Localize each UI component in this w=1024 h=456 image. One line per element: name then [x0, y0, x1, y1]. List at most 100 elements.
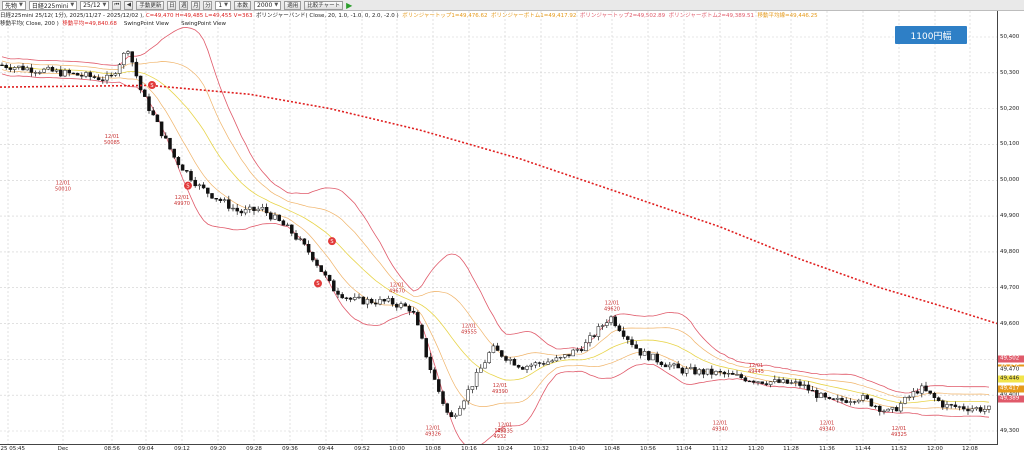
candle-body: [315, 259, 319, 266]
price-chart[interactable]: 12/015008512/015001012/014997012/0149670…: [0, 11, 997, 444]
candle-body: [563, 354, 567, 358]
candle-body: [630, 339, 634, 345]
swing-date-label: 12/01: [493, 383, 507, 389]
swing-price-label: 49670: [389, 288, 405, 294]
candle-body: [264, 207, 269, 214]
candle-body: [33, 72, 38, 74]
candle-body: [458, 408, 462, 416]
candle-body: [659, 361, 664, 366]
time-axis-label: Dec: [57, 446, 69, 452]
interval-input[interactable]: 1 ▼: [215, 0, 232, 10]
bar-count-input[interactable]: 2000 ▼: [254, 0, 282, 10]
candle-body: [701, 369, 706, 375]
candle-body: [928, 390, 932, 394]
price-axis-label: 49,600: [1000, 320, 1020, 327]
candle-body: [172, 148, 176, 158]
candle-body: [491, 345, 496, 353]
candle-body: [810, 390, 815, 392]
candle-body: [180, 164, 185, 171]
candle-body: [760, 381, 764, 384]
candle-body: [80, 75, 84, 77]
interval-week-button[interactable]: 週: [179, 0, 189, 10]
swing-price-label: 49555: [461, 330, 477, 336]
candle-body: [873, 405, 878, 408]
candle-body: [546, 361, 550, 365]
candle-body: [773, 379, 777, 382]
time-axis-label: 09:28: [246, 446, 262, 452]
candle-body: [176, 157, 181, 166]
price-axis-label: 49,700: [1000, 284, 1020, 291]
candle-body: [865, 395, 869, 400]
chevron-down-icon: ▼: [19, 2, 23, 8]
candle-body: [248, 206, 252, 210]
candle-body: [710, 368, 714, 375]
candle-body: [823, 392, 827, 398]
candle-body: [281, 220, 286, 226]
apply-button[interactable]: 適用: [284, 0, 302, 10]
symbol-select[interactable]: 日経225mini ▼: [28, 0, 78, 10]
nav-prev-button[interactable]: ◀: [124, 0, 134, 10]
candle-body: [886, 408, 890, 412]
candle-body: [147, 96, 151, 111]
candle-body: [731, 373, 735, 375]
candle-body: [945, 404, 949, 408]
price-axis-tag: 49,389: [998, 395, 1024, 403]
candle-body: [647, 351, 651, 361]
manual-refresh-button[interactable]: 手動更新: [136, 0, 165, 10]
candle-body: [151, 110, 155, 116]
candle-body: [962, 406, 966, 410]
interval-day-button[interactable]: 日: [167, 0, 177, 10]
moving-average-200: [0, 84, 997, 325]
candle-body: [474, 372, 479, 387]
candle-body: [277, 214, 281, 221]
contract-select[interactable]: 25/12 ▼: [80, 0, 110, 10]
candle-body: [105, 74, 109, 81]
candle-body: [899, 403, 903, 412]
candle-body: [554, 357, 559, 362]
candle-body: [882, 410, 886, 413]
candle-body: [269, 212, 273, 220]
swing-date-label: 12/01: [605, 300, 619, 306]
compare-chart-button[interactable]: 比較チャート: [304, 0, 344, 10]
candle-body: [861, 395, 865, 401]
candle-body: [777, 379, 781, 383]
signal-marker: [148, 80, 156, 89]
candle-body: [911, 391, 916, 398]
candle-body: [411, 310, 416, 313]
candle-body: [613, 316, 617, 327]
toolbar: 先物 ▼ 日経225mini ▼ 25/12 ▼ ⏮ ◀ 手動更新 日 週 月 分 1…: [0, 0, 1024, 11]
candle-body: [201, 184, 206, 189]
candle-body: [525, 366, 529, 370]
candle-body: [663, 364, 668, 368]
candle-body: [840, 397, 844, 401]
interval-minute-button[interactable]: 分: [203, 0, 213, 10]
candle-body: [634, 344, 638, 349]
time-axis-label: 11:20: [748, 446, 764, 452]
time-axis-label: 10:48: [604, 446, 620, 452]
candle-body: [592, 335, 596, 337]
candle-body: [915, 391, 920, 394]
signal-marker: [184, 181, 192, 190]
product-select[interactable]: 先物 ▼: [2, 0, 26, 10]
swing-price-label: 49620: [604, 306, 620, 312]
candle-body: [168, 137, 172, 150]
candle-body: [437, 379, 441, 392]
candle-body: [504, 356, 508, 361]
swing-price-label: 49335: [497, 428, 513, 434]
price-axis[interactable]: 50,400 50,300 50,200 50,100 50,000 49,900 49,8…: [997, 11, 1024, 445]
signal-marker: [314, 279, 322, 288]
candle-body: [294, 233, 298, 240]
candle-body: [819, 392, 823, 398]
nav-first-button[interactable]: ⏮: [112, 0, 122, 10]
swing-annotations: 12/015008512/015001012/014997012/0149670…: [55, 80, 907, 440]
candle-body: [651, 353, 655, 361]
time-axis-label: 11:36: [819, 446, 835, 452]
candle-body: [117, 64, 122, 74]
swing-price-label: 49340: [819, 427, 835, 433]
time-axis[interactable]: '25 05:45 Dec 08:56 09:04 09:12 09:20 09:28 09:…: [0, 444, 997, 456]
time-axis-label: 09:20: [210, 446, 226, 452]
candle-body: [432, 369, 437, 380]
play-icon[interactable]: ▶: [346, 0, 353, 10]
interval-month-button[interactable]: 月: [191, 0, 201, 10]
candle-body: [735, 374, 739, 376]
